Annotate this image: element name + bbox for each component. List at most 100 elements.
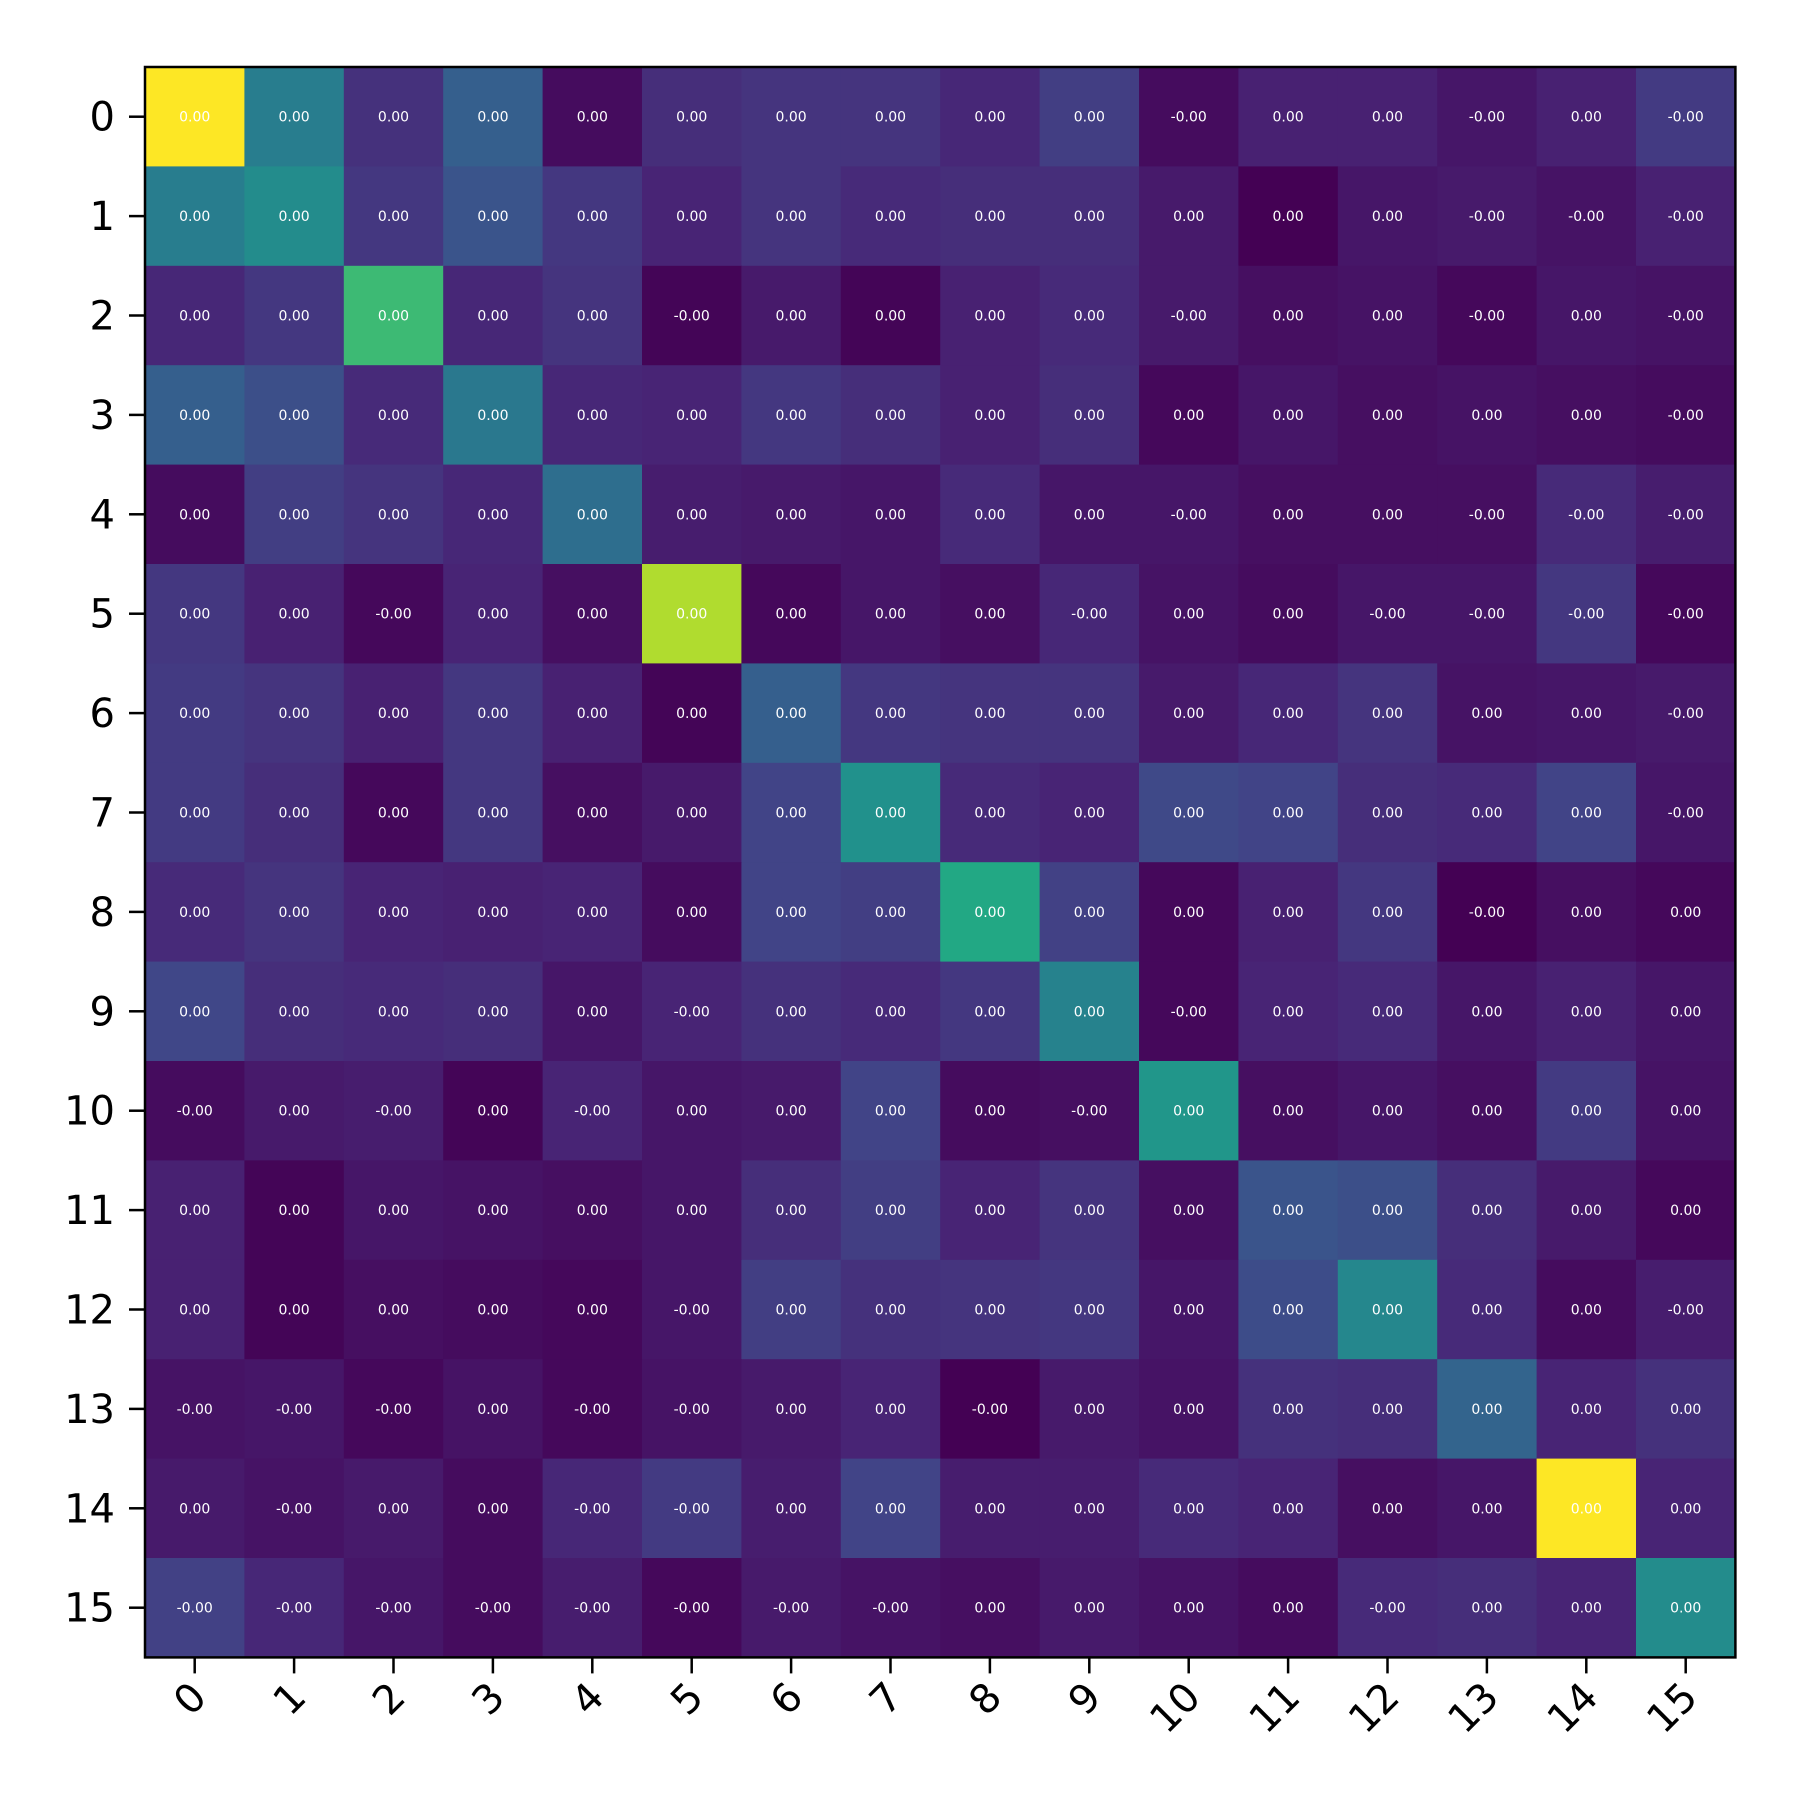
cell-value-label: 0.00 <box>1372 1104 1403 1120</box>
cell-value-label: -0.00 <box>574 1402 610 1418</box>
heatmap-cell <box>1437 1558 1538 1658</box>
cell-value-label: 0.00 <box>1471 1004 1502 1020</box>
cell-value-label: 0.00 <box>974 507 1005 523</box>
heatmap-cell <box>1636 862 1736 963</box>
cell-value-label: -0.00 <box>276 1601 312 1617</box>
heatmap-cell <box>1536 663 1637 764</box>
heatmap-cell <box>1337 365 1438 466</box>
heatmap-cell <box>443 365 544 466</box>
cell-value-label: 0.00 <box>1273 806 1304 822</box>
heatmap-cell <box>343 762 444 863</box>
heatmap-cell <box>343 862 444 963</box>
x-tick-label: 4 <box>563 1674 614 1725</box>
cell-value-label: 0.00 <box>1372 209 1403 225</box>
cell-value-label: 0.00 <box>577 209 608 225</box>
heatmap-cell <box>1238 564 1339 664</box>
cell-value-label: 0.00 <box>1670 1203 1701 1219</box>
heatmap-cell <box>1039 762 1140 863</box>
cell-value-label: 0.00 <box>1074 110 1105 126</box>
x-tick-label: 15 <box>1638 1674 1707 1743</box>
cell-value-label: 0.00 <box>974 1501 1005 1517</box>
cell-value-label: 0.00 <box>1571 309 1602 325</box>
cell-value-label: 0.00 <box>378 806 409 822</box>
heatmap-cell <box>343 564 444 664</box>
cell-value-label: 0.00 <box>974 905 1005 921</box>
cell-value-label: 0.00 <box>378 905 409 921</box>
heatmap-cell <box>542 1359 643 1460</box>
heatmap-cell <box>642 166 742 267</box>
heatmap-cell <box>443 1359 544 1460</box>
cell-value-label: -0.00 <box>674 1601 710 1617</box>
heatmap-cell <box>1536 862 1637 963</box>
cell-value-label: 0.00 <box>776 209 807 225</box>
heatmap-cell <box>1238 862 1339 963</box>
cell-value-label: 0.00 <box>1471 1104 1502 1120</box>
cell-value-label: -0.00 <box>674 1501 710 1517</box>
heatmap-cell <box>244 564 345 664</box>
cell-value-label: 0.00 <box>974 1601 1005 1617</box>
cell-value-label: 0.00 <box>875 110 906 126</box>
cell-value-label: 0.00 <box>279 706 310 722</box>
heatmap-cell <box>1636 762 1736 863</box>
cell-value-label: 0.00 <box>1372 1501 1403 1517</box>
cell-value-label: -0.00 <box>1469 507 1505 523</box>
cell-value-label: 0.00 <box>477 1004 508 1020</box>
cell-value-label: 0.00 <box>1571 905 1602 921</box>
cell-value-label: 0.00 <box>676 110 707 126</box>
heatmap-cell <box>145 265 245 366</box>
cell-value-label: 0.00 <box>378 408 409 424</box>
heatmap-cell <box>1039 166 1140 267</box>
cell-value-label: 0.00 <box>1273 110 1304 126</box>
heatmap-cell <box>741 166 842 267</box>
cell-value-label: 0.00 <box>1074 1402 1105 1418</box>
cell-value-label: 0.00 <box>1074 507 1105 523</box>
cell-value-label: 0.00 <box>875 1203 906 1219</box>
heatmap-cell <box>1337 1558 1438 1658</box>
heatmap-cell <box>741 564 842 664</box>
y-tick-label: 8 <box>90 890 115 936</box>
heatmap-cell <box>1437 166 1538 267</box>
heatmap-cell <box>1139 365 1239 466</box>
cell-value-label: 0.00 <box>1372 1402 1403 1418</box>
heatmap-cell <box>542 961 643 1062</box>
cell-value-label: 0.00 <box>1571 1402 1602 1418</box>
heatmap-cell <box>741 1458 842 1559</box>
heatmap-cell <box>1238 166 1339 267</box>
cell-value-label: -0.00 <box>1668 607 1704 623</box>
cell-value-label: 0.00 <box>1273 1402 1304 1418</box>
heatmap-cell <box>1337 265 1438 366</box>
cell-value-label: 0.00 <box>1173 209 1204 225</box>
heatmap-cell <box>642 1359 742 1460</box>
cell-value-label: 0.00 <box>1173 1303 1204 1319</box>
cell-value-label: 0.00 <box>1372 309 1403 325</box>
heatmap-cell <box>1238 961 1339 1062</box>
cell-value-label: 0.00 <box>1372 1004 1403 1020</box>
heatmap-cell <box>542 1061 643 1161</box>
y-tick-label: 6 <box>90 691 115 737</box>
cell-value-label: 0.00 <box>378 309 409 325</box>
heatmap-cell <box>1337 862 1438 963</box>
cell-value-label: 0.00 <box>378 1501 409 1517</box>
heatmap-cell <box>1238 1061 1339 1161</box>
heatmap-cell <box>840 265 941 366</box>
cell-value-label: 0.00 <box>279 607 310 623</box>
y-tick-label: 13 <box>64 1387 115 1433</box>
heatmap-cell <box>145 1558 245 1658</box>
cell-value-label: 0.00 <box>179 209 210 225</box>
y-tick-label: 10 <box>64 1089 115 1135</box>
heatmap-cell <box>1636 365 1736 466</box>
cell-value-label: -0.00 <box>574 1601 610 1617</box>
heatmap-cell <box>1039 1359 1140 1460</box>
heatmap-cell <box>1636 1061 1736 1161</box>
heatmap-cell <box>840 1259 941 1360</box>
heatmap-cell <box>940 265 1041 366</box>
cell-value-label: -0.00 <box>1469 110 1505 126</box>
cell-value-label: 0.00 <box>1074 1303 1105 1319</box>
cell-value-label: 0.00 <box>1372 1303 1403 1319</box>
cell-value-label: 0.00 <box>577 408 608 424</box>
heatmap-cell <box>741 862 842 963</box>
cell-value-label: -0.00 <box>177 1402 213 1418</box>
cell-value-label: -0.00 <box>1568 607 1604 623</box>
x-tick-label: 2 <box>364 1674 415 1725</box>
cell-value-label: 0.00 <box>974 706 1005 722</box>
